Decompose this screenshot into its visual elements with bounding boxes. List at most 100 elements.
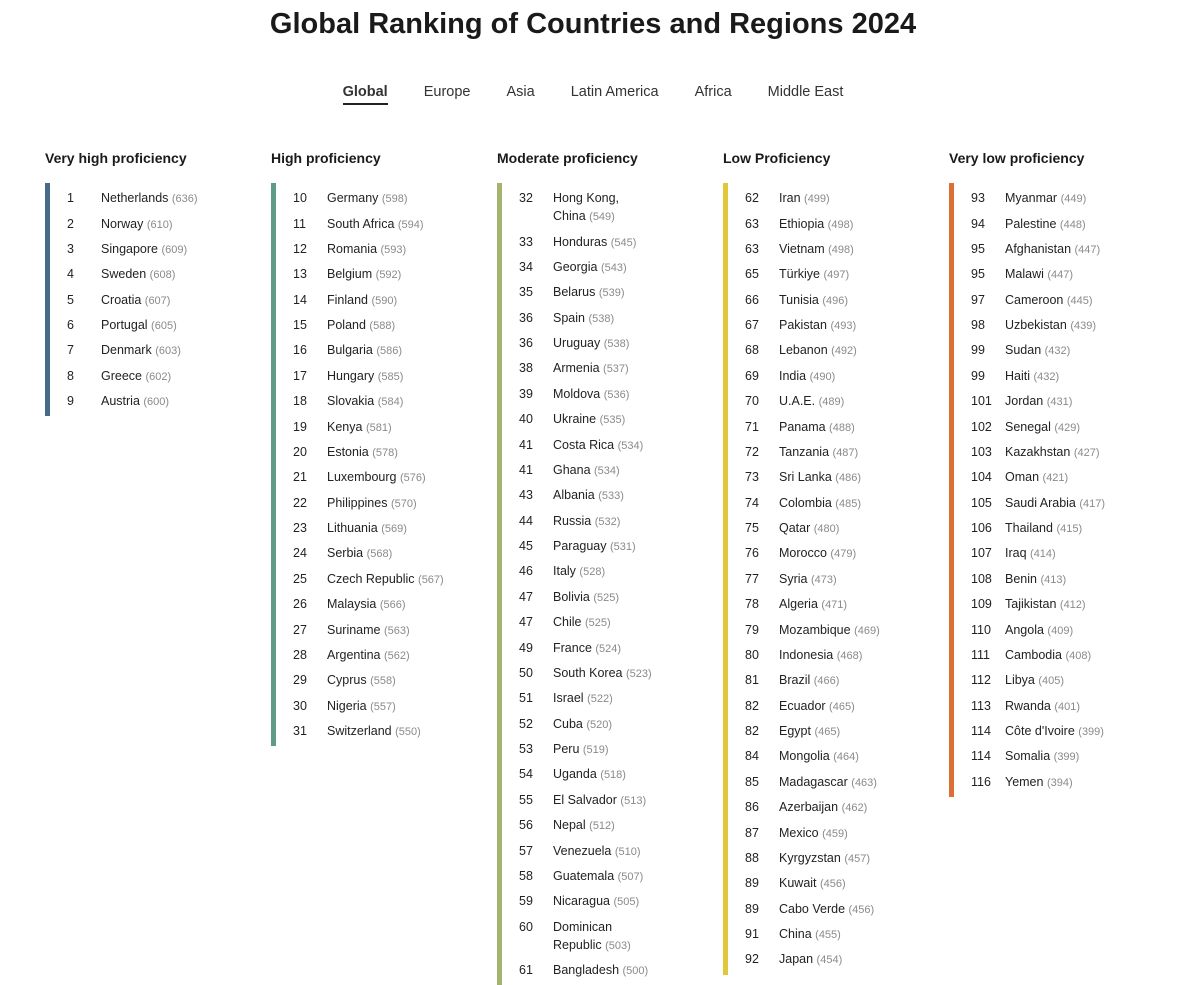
country: Portugal (605) bbox=[101, 316, 177, 335]
country-name: Qatar bbox=[779, 521, 811, 536]
ranking-row: 107 Iraq (414) bbox=[954, 541, 1175, 566]
tab[interactable]: Europe bbox=[423, 84, 471, 100]
ranking-row: 104 Oman (421) bbox=[954, 465, 1175, 490]
rank: 57 bbox=[519, 843, 533, 858]
rank: 80 bbox=[745, 647, 759, 662]
rank: 97 bbox=[971, 292, 985, 307]
country-name: Ethiopia bbox=[779, 216, 825, 231]
country-name: Benin bbox=[1005, 571, 1037, 586]
rank: 98 bbox=[971, 318, 985, 333]
ranking-row: 95 Malawi (447) bbox=[954, 262, 1175, 287]
ranking-row: 47 Bolivia (525) bbox=[502, 585, 723, 610]
rank: 87 bbox=[745, 825, 759, 840]
ranking-row: 5 Croatia (607) bbox=[50, 288, 271, 313]
score: (578) bbox=[372, 446, 398, 459]
country-name: Philippines bbox=[327, 495, 388, 510]
ranking-row: 97 Cameroon (445) bbox=[954, 288, 1175, 313]
rank: 85 bbox=[745, 774, 759, 789]
tab[interactable]: Africa bbox=[694, 84, 732, 100]
ranking-row: 68 Lebanon (492) bbox=[728, 338, 949, 363]
score: (465) bbox=[829, 700, 855, 713]
country-name: Ecuador bbox=[779, 698, 826, 713]
country-name: Yemen bbox=[1005, 774, 1044, 789]
ranking-row: 65 Türkiye (497) bbox=[728, 262, 949, 287]
country-name: Austria bbox=[101, 394, 140, 409]
country: Uganda (518) bbox=[553, 765, 626, 784]
score: (558) bbox=[370, 675, 396, 688]
tab[interactable]: Middle East bbox=[767, 84, 844, 100]
country: Georgia (543) bbox=[553, 258, 627, 277]
score: (607) bbox=[144, 294, 171, 307]
country-name: Uganda bbox=[553, 767, 597, 782]
score: (394) bbox=[1046, 776, 1073, 789]
ranking-row: 98 Uzbekistan (439) bbox=[954, 313, 1175, 338]
score: (534) bbox=[617, 439, 644, 452]
score: (519) bbox=[582, 744, 609, 757]
country: Ethiopia (498) bbox=[779, 215, 853, 234]
country: Nigeria (557) bbox=[327, 697, 396, 716]
score: (600) bbox=[143, 396, 170, 409]
rank: 63 bbox=[745, 216, 759, 231]
rank: 82 bbox=[745, 698, 759, 713]
ranking-row: 40 Ukraine (535) bbox=[502, 407, 723, 432]
rank: 92 bbox=[745, 952, 759, 967]
country-name: Cyprus bbox=[327, 673, 367, 688]
country-name: Kazakhstan bbox=[1005, 444, 1071, 459]
country-name: Cambodia bbox=[1005, 647, 1062, 662]
rank: 8 bbox=[67, 368, 74, 383]
score: (584) bbox=[377, 396, 404, 409]
country-name: Azerbaijan bbox=[779, 800, 839, 815]
rank: 10 bbox=[293, 191, 307, 206]
score: (568) bbox=[366, 548, 393, 561]
country-name: Syria bbox=[779, 571, 808, 586]
rank: 6 bbox=[67, 318, 74, 333]
score: (417) bbox=[1079, 497, 1106, 510]
ranking-row: 32 Hong Kong, China (549) bbox=[502, 186, 723, 229]
country: Sweden (608) bbox=[101, 265, 175, 284]
country-name: Poland bbox=[327, 318, 366, 333]
score: (528) bbox=[579, 566, 606, 579]
country: Belgium (592) bbox=[327, 265, 401, 284]
rank: 71 bbox=[745, 419, 759, 434]
country: France (524) bbox=[553, 639, 621, 658]
ranking-row: 61 Bangladesh (500) bbox=[502, 958, 723, 983]
tab[interactable]: Asia bbox=[506, 84, 535, 100]
score: (538) bbox=[603, 338, 630, 351]
score: (520) bbox=[586, 718, 613, 731]
tab[interactable]: Global bbox=[342, 84, 388, 105]
score: (401) bbox=[1054, 700, 1081, 713]
country-name: Somalia bbox=[1005, 749, 1051, 764]
country-name: Kuwait bbox=[779, 876, 817, 891]
ranking-row: 82 Ecuador (465) bbox=[728, 694, 949, 719]
country-name: Mozambique bbox=[779, 622, 851, 637]
score: (408) bbox=[1065, 649, 1092, 662]
country: Yemen (394) bbox=[1005, 773, 1073, 792]
ranking-row: 49 France (524) bbox=[502, 635, 723, 660]
country-name: El Salvador bbox=[553, 792, 617, 807]
score: (399) bbox=[1078, 726, 1104, 739]
rank: 45 bbox=[519, 539, 533, 554]
ranking-row: 81 Brazil (466) bbox=[728, 668, 949, 693]
country: U.A.E. (489) bbox=[779, 392, 844, 411]
country-name: Nepal bbox=[553, 818, 586, 833]
country-name: Thailand bbox=[1005, 521, 1053, 536]
rank: 55 bbox=[519, 792, 533, 807]
country: Armenia (537) bbox=[553, 359, 629, 378]
rank: 54 bbox=[519, 767, 533, 782]
rank: 88 bbox=[745, 850, 759, 865]
country: Bolivia (525) bbox=[553, 588, 619, 607]
country-name: Portugal bbox=[101, 318, 148, 333]
score: (462) bbox=[841, 802, 868, 815]
score: (456) bbox=[820, 878, 846, 891]
score: (454) bbox=[816, 954, 843, 967]
country: Malaysia (566) bbox=[327, 595, 406, 614]
rank: 70 bbox=[745, 394, 759, 409]
country: Israel (522) bbox=[553, 689, 613, 708]
country: Japan (454) bbox=[779, 950, 842, 969]
tab[interactable]: Latin America bbox=[570, 84, 659, 100]
rank: 73 bbox=[745, 470, 759, 485]
score: (522) bbox=[587, 693, 613, 706]
country-name: Albania bbox=[553, 488, 595, 503]
column-heading: High proficiency bbox=[271, 150, 381, 166]
ranking-row: 67 Pakistan (493) bbox=[728, 313, 949, 338]
